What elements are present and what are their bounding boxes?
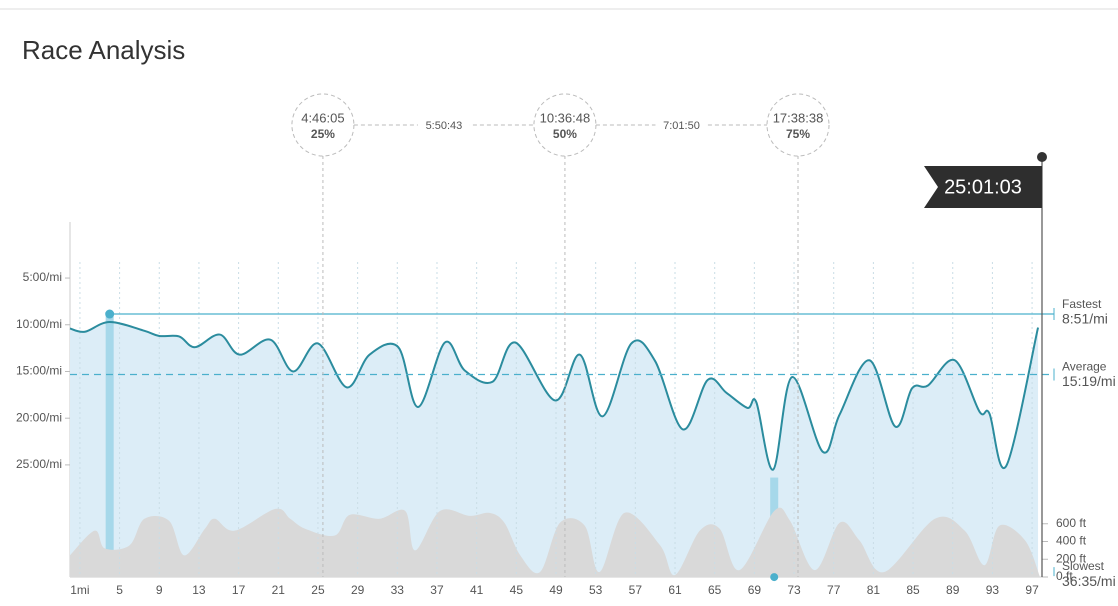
finish-time: 25:01:03 [944,176,1022,198]
x-tick-label: 21 [272,583,286,597]
x-tick-label: 81 [867,583,881,597]
x-tick-label: 89 [946,583,960,597]
x-tick-label: 33 [391,583,405,597]
x-tick-label: 13 [192,583,206,597]
split-label: 7:01:50 [663,120,700,132]
x-tick-label: 5 [116,583,123,597]
x-tick-label: 9 [156,583,163,597]
milestone-circle [766,93,830,157]
y2-tick-label: 600 ft [1056,516,1087,530]
x-tick-label: 93 [986,583,1000,597]
x-tick-label: 29 [351,583,365,597]
finish-dot [1037,152,1047,162]
x-tick-label: 41 [470,583,484,597]
slowest-value: 36:35/mi [1062,573,1116,589]
y2-tick-label: 0 ft [1056,569,1073,583]
milestone-circle [291,93,355,157]
x-tick-label: 53 [589,583,603,597]
x-tick-label: 49 [549,583,563,597]
y-tick-label: 25:00/mi [16,457,62,471]
x-tick-label: 73 [787,583,801,597]
y2-tick-label: 200 ft [1056,551,1087,565]
fastest-label: Fastest [1062,297,1102,311]
x-tick-label: 17 [232,583,246,597]
y2-tick-label: 400 ft [1056,534,1087,548]
milestone-time: 17:38:38 [773,110,824,125]
chart-title: Race Analysis [22,35,185,65]
pace-line [69,320,1040,471]
x-tick-label: 69 [748,583,762,597]
split-label: 5:50:43 [426,120,463,132]
x-tick-label: 37 [430,583,444,597]
y-tick-label: 15:00/mi [16,364,62,378]
x-tick-label: 61 [668,583,682,597]
y-tick-label: 20:00/mi [16,410,62,424]
x-tick-label: 57 [629,583,643,597]
finish-flag [924,166,1042,208]
average-value: 15:19/mi [1062,373,1116,389]
fastest-value: 8:51/mi [1062,311,1108,327]
x-tick-label: 97 [1025,583,1039,597]
milestone-percent: 50% [553,127,577,141]
x-tick-label: 85 [906,583,920,597]
pace-area [70,321,1039,577]
x-tick-label: 45 [510,583,524,597]
y-tick-label: 5:00/mi [23,270,62,284]
milestone-time: 4:46:05 [301,110,344,125]
milestone-percent: 75% [786,127,810,141]
x-tick-label: 65 [708,583,722,597]
average-label: Average [1062,360,1107,374]
y-tick-label: 10:00/mi [16,317,62,331]
fastest-dot [105,309,115,319]
slowest-label: Slowest [1062,559,1105,573]
x-tick-label: 1mi [70,583,89,597]
slowest-dot [770,573,779,582]
fastest-mile-bar [105,314,114,577]
split-bg [417,117,470,133]
milestone-circle [533,93,597,157]
milestone-time: 10:36:48 [540,110,591,125]
x-tick-label: 77 [827,583,841,597]
milestone-percent: 25% [311,127,335,141]
split-bg [655,117,708,133]
x-tick-label: 25 [311,583,325,597]
